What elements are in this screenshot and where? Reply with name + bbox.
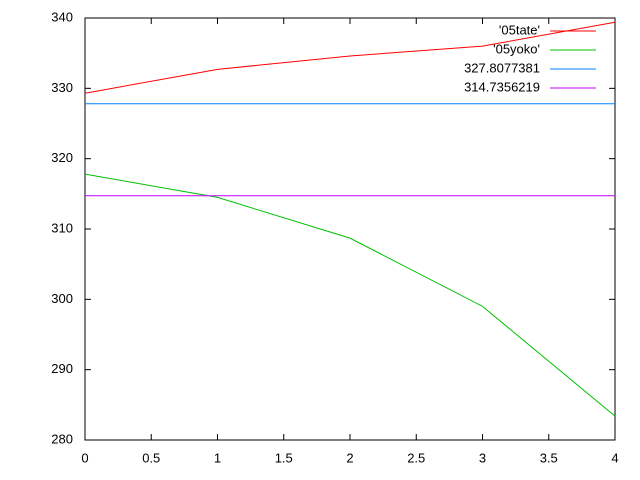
y-tick-label: 280 [51, 431, 73, 446]
y-tick-label: 320 [51, 150, 73, 165]
y-tick-label: 290 [51, 361, 73, 376]
x-tick-label: 1 [214, 450, 221, 465]
legend-label: '05tate' [499, 22, 540, 37]
y-tick-label: 300 [51, 291, 73, 306]
x-tick-label: 0 [81, 450, 88, 465]
x-tick-label: 3.5 [540, 450, 558, 465]
x-tick-label: 2.5 [407, 450, 425, 465]
plot-border [84, 17, 616, 441]
x-tick-label: 3 [479, 450, 486, 465]
x-tick-label: 4 [611, 450, 618, 465]
legend-label: 314.7356219 [464, 79, 540, 94]
series-line [84, 173, 616, 417]
y-tick-label: 330 [51, 80, 73, 95]
x-tick-label: 2 [346, 450, 353, 465]
legend-label: 327.8077381 [464, 60, 540, 75]
y-tick-label: 310 [51, 220, 73, 235]
series-line [84, 21, 616, 94]
legend-label: '05yoko' [493, 41, 540, 56]
x-tick-label: 1.5 [275, 450, 293, 465]
y-tick-label: 340 [51, 9, 73, 24]
x-tick-label: 0.5 [142, 450, 160, 465]
